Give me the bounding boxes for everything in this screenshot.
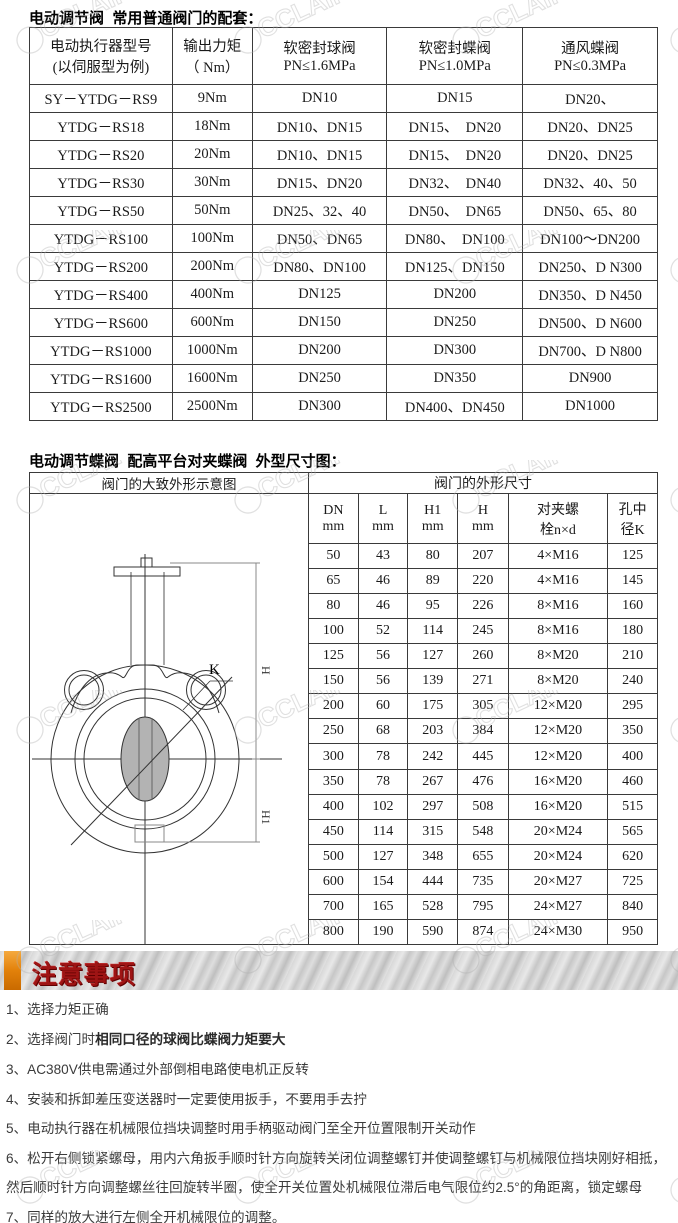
svg-text:K: K — [209, 662, 220, 678]
svg-text:H: H — [259, 666, 273, 675]
svg-text:H1: H1 — [259, 810, 273, 825]
